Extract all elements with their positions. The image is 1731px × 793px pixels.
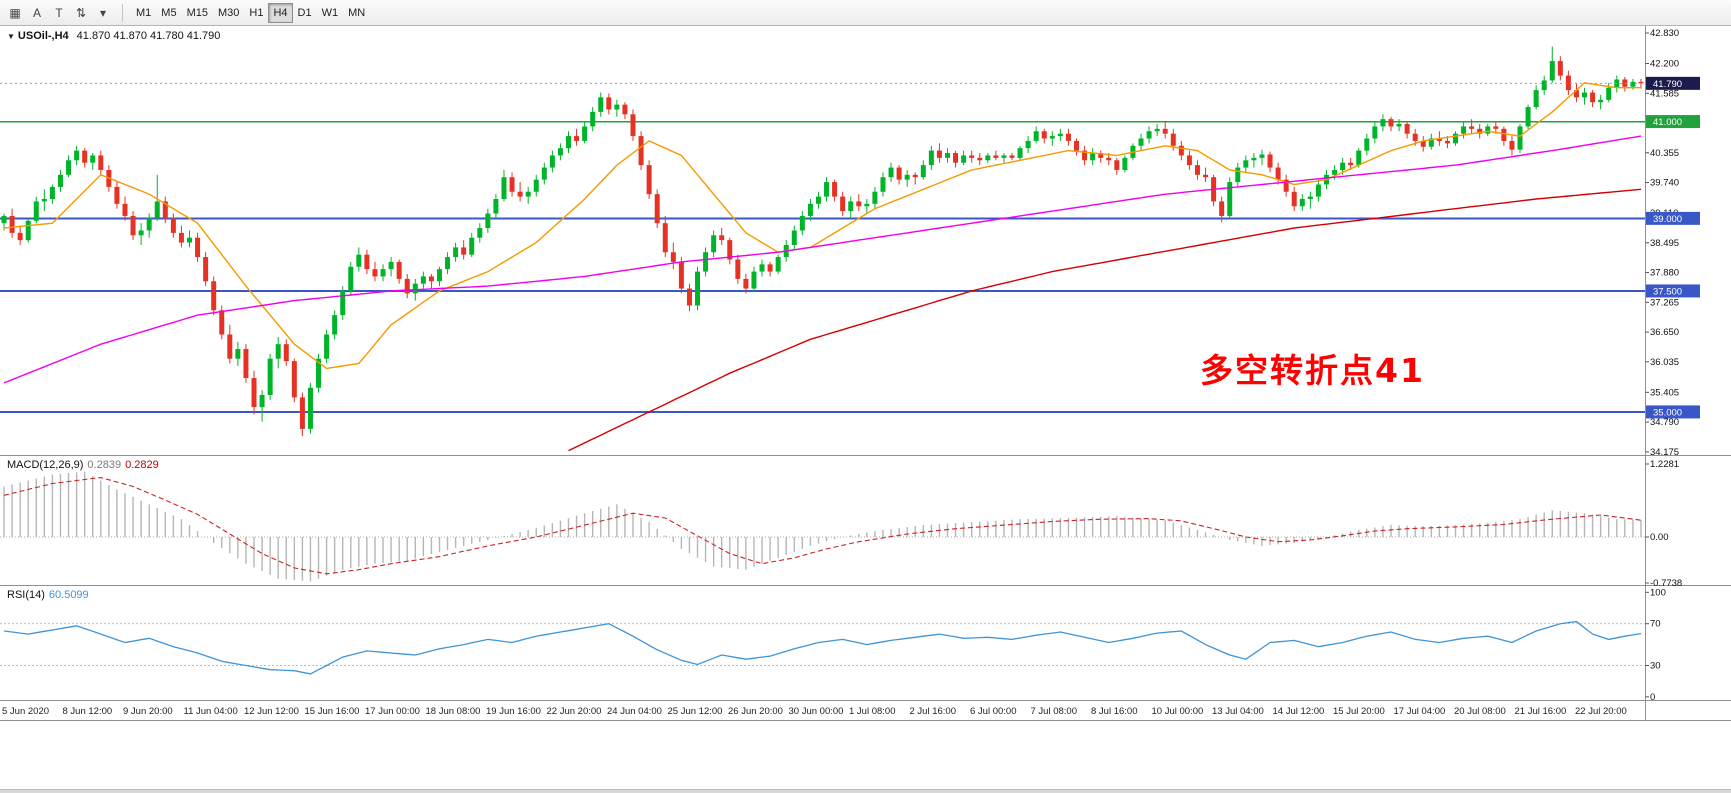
rsi-indicator-label: RSI(14) 60.5099 [7,589,89,601]
svg-text:15 Jun 16:00: 15 Jun 16:00 [305,706,360,717]
svg-text:100: 100 [1650,587,1666,598]
svg-text:36.650: 36.650 [1650,327,1679,338]
svg-text:35.405: 35.405 [1650,387,1679,398]
svg-text:0.00: 0.00 [1650,532,1669,543]
svg-text:14 Jul 12:00: 14 Jul 12:00 [1273,706,1325,717]
medium-ma-line [3,135,1642,384]
svg-text:1.2281: 1.2281 [1650,459,1679,470]
macd-value: 0.2839 [87,459,122,471]
svg-text:10 Jul 00:00: 10 Jul 00:00 [1152,706,1204,717]
macd-indicator-label: MACD(12,26,9) 0.2839 0.2829 [7,459,159,471]
toolbar-separator [122,3,123,22]
rsi-name: RSI(14) [7,589,45,601]
ohlc-values: 41.870 41.870 41.780 41.790 [76,30,221,42]
svg-text:22 Jun 20:00: 22 Jun 20:00 [547,706,602,717]
svg-text:11 Jun 04:00: 11 Jun 04:00 [184,706,238,717]
svg-text:17 Jun 00:00: 17 Jun 00:00 [365,706,420,717]
svg-text:12 Jun 12:00: 12 Jun 12:00 [244,706,299,717]
svg-text:7 Jul 08:00: 7 Jul 08:00 [1031,706,1077,717]
svg-text:41.585: 41.585 [1650,88,1679,99]
macd-signal-value: 0.2829 [125,459,159,471]
panel-dividers [0,26,1731,721]
timeframe-button-m5[interactable]: M5 [156,3,181,23]
indicators-dropdown-caret[interactable]: ▾ [92,3,114,23]
svg-text:5 Jun 2020: 5 Jun 2020 [2,706,49,717]
toolbar-left-icons: ▦ A T ⇅ ▾ [4,3,114,23]
svg-text:8 Jun 12:00: 8 Jun 12:00 [63,706,113,717]
timeframe-button-mn[interactable]: MN [343,3,370,23]
svg-text:6 Jul 00:00: 6 Jul 00:00 [970,706,1016,717]
svg-text:19 Jun 16:00: 19 Jun 16:00 [486,706,541,717]
symbol-period-label: USOil-,H4 [17,30,69,42]
timeframe-button-m1[interactable]: M1 [131,3,156,23]
chart-windows-icon[interactable]: ▦ [4,3,26,23]
svg-text:34.790: 34.790 [1650,417,1679,428]
rsi-value: 60.5099 [48,589,89,601]
svg-text:39.000: 39.000 [1653,214,1682,225]
price-chart-canvas[interactable]: 42.83042.20041.58540.35539.74039.11038.4… [0,26,1731,793]
price-axis[interactable]: 42.83042.20041.58540.35539.74039.11038.4… [1645,28,1701,703]
svg-text:25 Jun 12:00: 25 Jun 12:00 [668,706,723,717]
svg-text:41.000: 41.000 [1653,117,1682,128]
svg-text:41.790: 41.790 [1653,79,1682,90]
svg-text:37.880: 37.880 [1650,268,1679,279]
svg-text:9 Jun 20:00: 9 Jun 20:00 [123,706,173,717]
svg-text:26 Jun 20:00: 26 Jun 20:00 [728,706,783,717]
svg-text:-0.7738: -0.7738 [1650,578,1682,589]
chart-title: ▼ USOil-,H4 41.870 41.870 41.780 41.790 [7,30,220,42]
cursor-tool-button[interactable]: A [26,3,48,23]
svg-text:1 Jul 08:00: 1 Jul 08:00 [849,706,895,717]
svg-text:8 Jul 16:00: 8 Jul 16:00 [1091,706,1137,717]
macd-name: MACD(12,26,9) [7,459,84,471]
timeframe-button-d1[interactable]: D1 [293,3,317,23]
timeframe-button-w1[interactable]: W1 [317,3,344,23]
timeframe-group: M1 M5 M15 M30 H1 H4 D1 W1 MN [131,2,370,23]
svg-text:21 Jul 16:00: 21 Jul 16:00 [1515,706,1567,717]
indicators-button[interactable]: ⇅ [70,3,92,23]
candles-layer [1,46,1644,437]
svg-text:30: 30 [1650,661,1661,672]
svg-text:40.355: 40.355 [1650,148,1679,159]
svg-text:20 Jul 08:00: 20 Jul 08:00 [1454,706,1506,717]
svg-text:36.035: 36.035 [1650,357,1679,368]
svg-text:35.000: 35.000 [1653,407,1682,418]
chart-menu-icon[interactable]: ▼ [7,32,15,41]
toolbar: ▦ A T ⇅ ▾ M1 M5 M15 M30 H1 H4 D1 W1 MN [0,0,1731,26]
svg-text:70: 70 [1650,619,1661,630]
svg-text:15 Jul 20:00: 15 Jul 20:00 [1333,706,1385,717]
svg-text:37.265: 37.265 [1650,297,1679,308]
chart-window[interactable]: 42.83042.20041.58540.35539.74039.11038.4… [0,26,1731,793]
svg-text:22 Jul 20:00: 22 Jul 20:00 [1575,706,1627,717]
svg-text:0: 0 [1650,692,1655,703]
slow-ma-line [568,188,1642,452]
svg-text:18 Jun 08:00: 18 Jun 08:00 [426,706,481,717]
ma-lines-layer [3,82,1642,452]
svg-text:2 Jul 16:00: 2 Jul 16:00 [910,706,956,717]
timeframe-button-h4[interactable]: H4 [268,2,293,23]
chart-annotation: 多空转折点41 [1200,351,1425,390]
fast-ma-line [3,82,1641,370]
svg-text:37.500: 37.500 [1653,286,1682,297]
svg-text:38.495: 38.495 [1650,238,1679,249]
timeframe-button-m30[interactable]: M30 [213,3,244,23]
svg-text:39.740: 39.740 [1650,178,1679,189]
time-axis[interactable]: 5 Jun 2020 8 Jun 12:00 9 Jun 20:00 11 Jun 0… [2,706,1627,717]
macd-panel [0,471,1645,582]
rsi-panel [0,620,1645,675]
svg-text:34.175: 34.175 [1650,447,1679,458]
timeframe-button-h1[interactable]: H1 [244,3,268,23]
svg-text:13 Jul 04:00: 13 Jul 04:00 [1212,706,1264,717]
svg-text:42.200: 42.200 [1650,59,1679,70]
svg-text:24 Jun 04:00: 24 Jun 04:00 [607,706,662,717]
window-bottom-border [0,789,1731,793]
text-tool-button[interactable]: T [48,3,70,23]
svg-text:42.830: 42.830 [1650,28,1679,39]
svg-text:30 Jun 00:00: 30 Jun 00:00 [789,706,844,717]
timeframe-button-m15[interactable]: M15 [182,3,213,23]
svg-text:17 Jul 04:00: 17 Jul 04:00 [1394,706,1446,717]
